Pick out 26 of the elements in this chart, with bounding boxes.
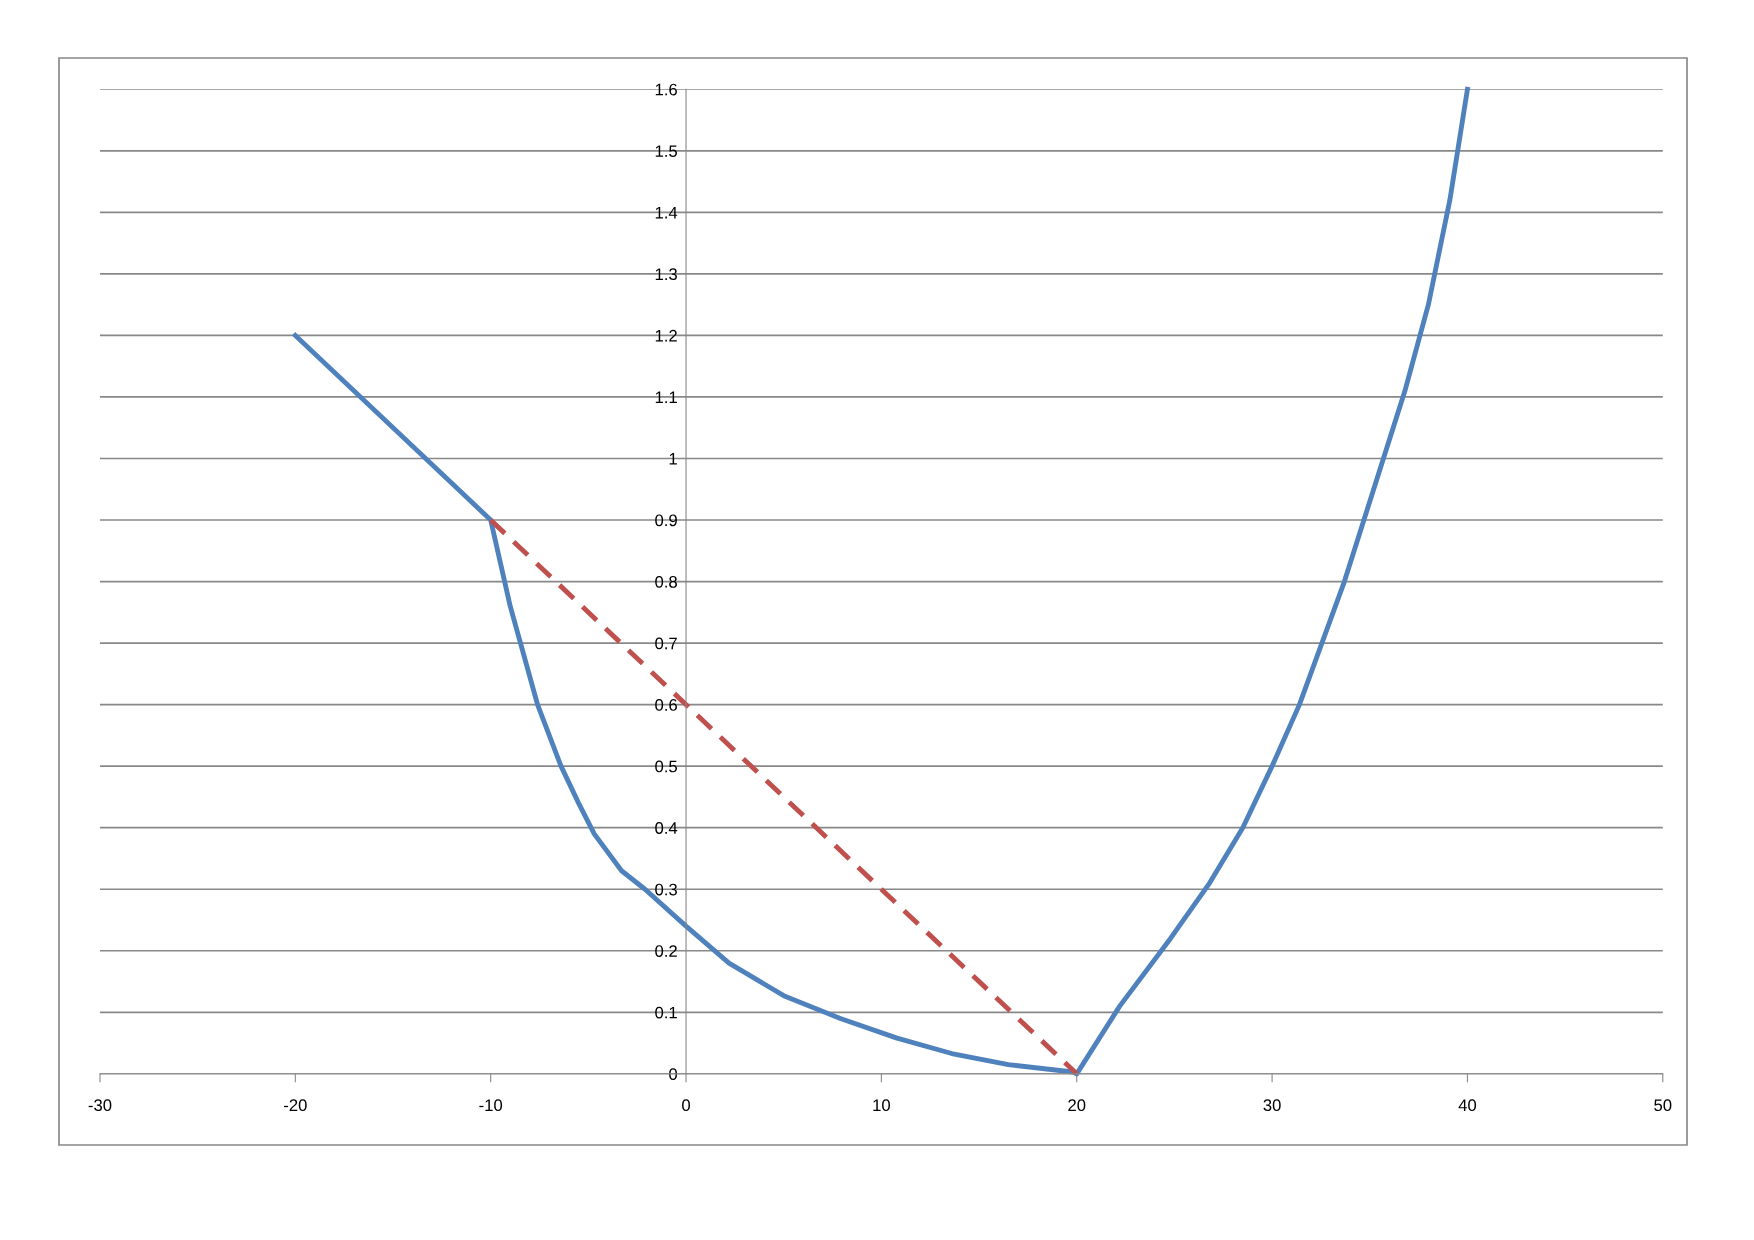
x-tick-label: 20 — [1068, 1099, 1086, 1112]
y-tick-label: 1.3 — [655, 268, 677, 281]
y-tick-label: 0.2 — [655, 945, 677, 957]
x-tick-label: -30 — [88, 1099, 112, 1112]
x-tick-label: 50 — [1654, 1099, 1672, 1112]
y-tick-label: 0.4 — [655, 822, 678, 834]
x-tick-label: 0 — [682, 1099, 691, 1112]
y-tick-label: 1.2 — [655, 329, 677, 342]
y-tick-label: 0.6 — [655, 699, 677, 711]
y-tick-label: 0 — [669, 1068, 678, 1081]
x-tick-label: 30 — [1263, 1099, 1281, 1112]
y-tick-label: 1.4 — [655, 206, 678, 219]
y-tick-label: 0.1 — [655, 1006, 677, 1019]
y-tick-label: 1.5 — [655, 145, 677, 158]
x-tick-label: 10 — [873, 1099, 890, 1112]
y-tick-label: 1.1 — [655, 391, 677, 403]
y-tick-label: 1.6 — [655, 83, 677, 96]
x-tick-label: -20 — [284, 1099, 307, 1112]
y-tick-label: 0.8 — [655, 575, 677, 588]
y-tick-label: 0.5 — [655, 760, 677, 773]
y-tick-label: 0.9 — [655, 514, 677, 527]
y-tick-label: 0.3 — [655, 883, 677, 896]
y-tick-label: 1 — [669, 453, 677, 465]
x-tick-label: 40 — [1458, 1099, 1477, 1112]
y-tick-label: 0.7 — [655, 637, 677, 650]
x-tick-label: -10 — [479, 1099, 503, 1112]
